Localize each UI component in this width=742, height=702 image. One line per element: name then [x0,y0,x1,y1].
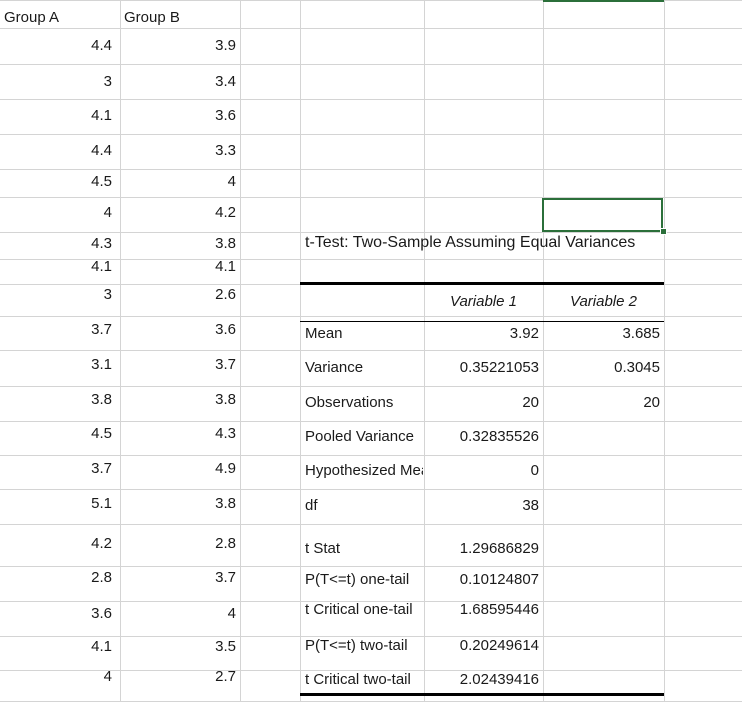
group-a-cell[interactable]: 4.4 [91,37,112,54]
row-gridline [0,232,742,233]
ttest-row-label[interactable]: Variance [305,359,364,376]
row-gridline [0,316,742,317]
group-b-cell[interactable]: 3.8 [215,495,236,512]
group-a-cell[interactable]: 3 [103,73,112,90]
ttest-row-label[interactable]: Hypothesized Mean Difference [305,462,423,479]
group-a-cell[interactable]: 3.8 [91,391,112,408]
group-b-cell[interactable]: 4.2 [215,204,236,221]
ttest-row-label[interactable]: Mean [305,325,343,342]
row-gridline [0,489,742,490]
group-a-cell[interactable]: 4.4 [91,142,112,159]
group-b-cell[interactable]: 3.5 [215,638,236,655]
row-gridline [0,421,742,422]
group-b-cell[interactable]: 4.9 [215,460,236,477]
group-a-cell[interactable]: 3.1 [91,356,112,373]
group-b-cell[interactable]: 4.3 [215,425,236,442]
group-a-cell[interactable]: 3.6 [91,605,112,622]
row-gridline [0,350,742,351]
row-gridline [0,524,742,525]
group-a-cell[interactable]: 3.7 [91,321,112,338]
row-gridline [0,64,742,65]
ttest-row-label[interactable]: P(T<=t) one-tail [305,571,410,588]
group-a-cell[interactable]: 2.8 [91,569,112,586]
group-b-cell[interactable]: 4 [227,173,236,190]
ttest-variable-1-value[interactable]: 0.10124807 [459,571,539,588]
group-b-cell[interactable]: 2.6 [215,286,236,303]
group-a-cell[interactable]: 4.1 [91,107,112,124]
ttest-variable-2-value[interactable]: 0.3045 [614,359,660,376]
group-a-cell[interactable]: 4 [103,204,112,221]
row-gridline [0,259,742,260]
row-gridline [0,169,742,170]
row-gridline [0,28,742,29]
group-a-cell[interactable]: 4.2 [91,535,112,552]
ttest-variable-2-value[interactable]: 3.685 [622,325,660,342]
header-group-a[interactable]: Group A [4,9,60,26]
table-border-rule [300,321,664,322]
ttest-title[interactable]: t-Test: Two-Sample Assuming Equal Varian… [305,234,636,251]
ttest-row-label[interactable]: df [305,497,318,514]
group-b-cell[interactable]: 2.8 [215,535,236,552]
row-gridline [0,386,742,387]
ttest-variable-1-value[interactable]: 38 [522,497,539,514]
header-group-b[interactable]: Group B [124,9,180,26]
ttest-variable-1-value[interactable]: 0 [530,462,539,479]
ttest-row-label[interactable]: t Critical one-tail [305,601,413,618]
ttest-variable-2-value[interactable]: 20 [643,394,660,411]
row-gridline [0,0,742,1]
group-a-cell[interactable]: 5.1 [91,495,112,512]
group-b-cell[interactable]: 3.7 [215,356,236,373]
row-gridline [0,601,742,602]
fill-handle[interactable] [660,228,667,235]
group-a-cell[interactable]: 4.5 [91,425,112,442]
row-gridline [0,134,742,135]
group-b-cell[interactable]: 2.7 [215,668,236,685]
ttest-variable-1-value[interactable]: 1.68595446 [459,601,539,618]
group-b-cell[interactable]: 3.9 [215,37,236,54]
ttest-row-label[interactable]: t Critical two-tail [305,671,411,688]
row-gridline [0,566,742,567]
table-border-rule [300,693,664,696]
active-cell-selection[interactable] [542,198,663,232]
group-b-cell[interactable]: 4.1 [215,258,236,275]
group-b-cell[interactable]: 3.7 [215,569,236,586]
ttest-variable-1-value[interactable]: 20 [522,394,539,411]
ttest-variable-1-value[interactable]: 2.02439416 [459,671,539,688]
group-a-cell[interactable]: 4.1 [91,258,112,275]
ttest-variable-1-value[interactable]: 3.92 [509,325,539,342]
group-b-cell[interactable]: 3.6 [215,107,236,124]
row-gridline [0,670,742,671]
group-b-cell[interactable]: 3.8 [215,235,236,252]
group-a-cell[interactable]: 4.5 [91,173,112,190]
row-gridline [0,197,742,198]
ttest-variable-1-value[interactable]: 0.32835526 [459,428,539,445]
group-a-cell[interactable]: 4.3 [91,235,112,252]
group-a-cell[interactable]: 3 [103,286,112,303]
group-b-cell[interactable]: 4 [227,605,236,622]
group-a-cell[interactable]: 3.7 [91,460,112,477]
group-b-cell[interactable]: 3.3 [215,142,236,159]
row-gridline [0,455,742,456]
group-a-cell[interactable]: 4 [103,668,112,685]
ttest-row-label[interactable]: Observations [305,394,394,411]
ttest-variable-1-value[interactable]: 1.29686829 [459,540,539,557]
ttest-row-label[interactable]: Pooled Variance [305,428,414,445]
group-b-cell[interactable]: 3.6 [215,321,236,338]
group-b-cell[interactable]: 3.8 [215,391,236,408]
selected-cell-border-top [543,0,664,2]
variable-1-header[interactable]: Variable 1 [450,293,517,310]
group-b-cell[interactable]: 3.4 [215,73,236,90]
table-border-rule [300,282,664,285]
group-a-cell[interactable]: 4.1 [91,638,112,655]
variable-2-header[interactable]: Variable 2 [570,293,637,310]
ttest-row-label[interactable]: P(T<=t) two-tail [305,637,408,654]
ttest-variable-1-value[interactable]: 0.20249614 [459,637,539,654]
ttest-row-label[interactable]: t Stat [305,540,341,557]
row-gridline [0,99,742,100]
ttest-variable-1-value[interactable]: 0.35221053 [459,359,539,376]
row-gridline [0,636,742,637]
